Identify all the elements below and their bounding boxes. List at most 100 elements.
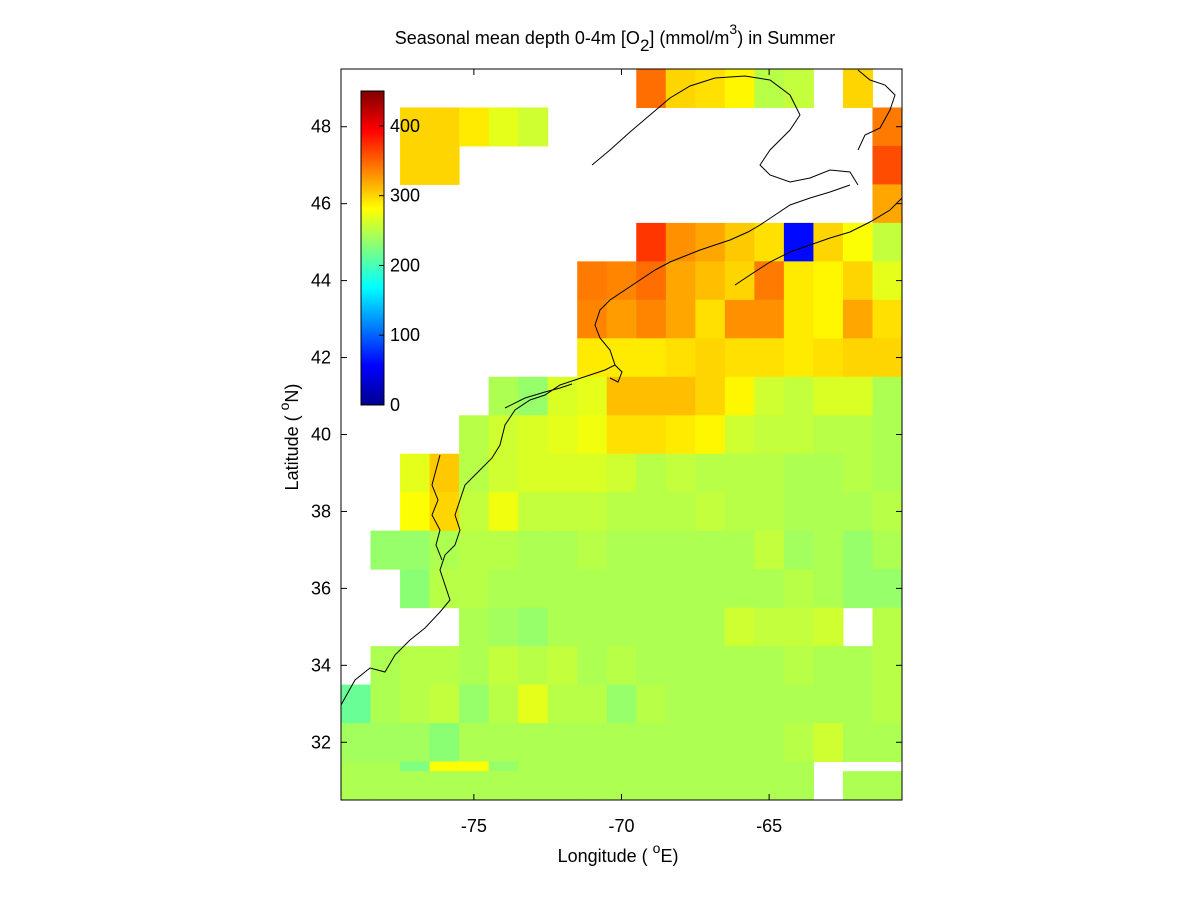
heatmap-cell <box>518 492 549 532</box>
heatmap-cell <box>813 646 844 686</box>
heatmap-cell <box>872 684 903 724</box>
heatmap-cell <box>518 569 549 609</box>
long-island <box>504 383 573 409</box>
heatmap-cell <box>488 607 519 647</box>
heatmap-cell <box>813 338 844 378</box>
heatmap-cell <box>724 569 755 609</box>
heatmap-cell <box>577 569 608 609</box>
heatmap-cell <box>636 261 667 301</box>
heatmap-cell <box>606 530 637 570</box>
heatmap-cell <box>400 646 431 686</box>
heatmap-cell <box>400 453 431 493</box>
heatmap-cell <box>872 607 903 647</box>
y-tick-label: 40 <box>311 425 331 445</box>
heatmap-cell <box>429 453 460 493</box>
heatmap-cell <box>636 684 667 724</box>
heatmap-cell <box>636 222 667 262</box>
heatmap-cell <box>400 107 431 147</box>
heatmap-cell <box>724 453 755 493</box>
heatmap-cell <box>783 453 814 493</box>
heatmap-cell <box>429 646 460 686</box>
heatmap-cell <box>813 607 844 647</box>
heatmap-cell <box>459 453 490 493</box>
heatmap-cell <box>813 723 844 763</box>
colorbar <box>360 90 385 406</box>
heatmap-cell <box>577 415 608 455</box>
heatmap-cell <box>547 453 578 493</box>
heatmap-cell <box>606 415 637 455</box>
heatmap-cell <box>606 299 637 339</box>
heatmap-cell <box>754 222 785 262</box>
heatmap-cell <box>695 299 726 339</box>
heatmap-cell <box>695 530 726 570</box>
heatmap-cell <box>341 684 372 724</box>
heatmap-cell <box>488 492 519 532</box>
heatmap-cell <box>842 69 873 108</box>
heatmap-cell <box>783 299 814 339</box>
heatmap-cell <box>370 646 401 686</box>
heatmap-cell <box>724 530 755 570</box>
heatmap-cell <box>842 338 873 378</box>
heatmap-cell <box>754 646 785 686</box>
heatmap-cell <box>636 569 667 609</box>
heatmap-cell <box>842 646 873 686</box>
heatmap-cell <box>370 684 401 724</box>
heatmap-cell <box>636 646 667 686</box>
heatmap-cells <box>341 69 903 801</box>
heatmap-cell <box>872 530 903 570</box>
heatmap-cell <box>547 415 578 455</box>
heatmap-cell <box>459 415 490 455</box>
heatmap-cell <box>636 299 667 339</box>
heatmap-cell <box>606 607 637 647</box>
heatmap-cell <box>488 771 519 801</box>
colorbar-tick-label: 200 <box>390 255 420 275</box>
x-tick-label: -70 <box>608 816 634 836</box>
heatmap-cell <box>429 492 460 532</box>
heatmap-cell <box>665 376 696 416</box>
heatmap-cell <box>783 646 814 686</box>
heatmap-cell <box>695 684 726 724</box>
heatmap-cell <box>724 607 755 647</box>
heatmap-cell <box>695 376 726 416</box>
heatmap-cell <box>813 376 844 416</box>
heatmap-cell <box>636 453 667 493</box>
heatmap-cell <box>724 415 755 455</box>
heatmap-cell <box>783 69 814 108</box>
heatmap-cell <box>783 723 814 763</box>
heatmap-cell <box>695 492 726 532</box>
heatmap-cell <box>724 771 755 801</box>
newfoundland <box>857 69 896 151</box>
heatmap-cell <box>724 684 755 724</box>
heatmap-cell <box>606 338 637 378</box>
x-tick-label: -75 <box>461 816 487 836</box>
heatmap-cell <box>547 684 578 724</box>
heatmap-cell <box>636 723 667 763</box>
heatmap-cell <box>665 569 696 609</box>
heatmap-cell <box>665 261 696 301</box>
heatmap-cell <box>783 222 814 262</box>
heatmap-cell <box>872 771 903 801</box>
heatmap-cell <box>842 530 873 570</box>
heatmap-cell <box>783 376 814 416</box>
heatmap-cell <box>459 607 490 647</box>
heatmap-cell <box>842 261 873 301</box>
heatmap-cell <box>429 723 460 763</box>
heatmap-cell <box>488 415 519 455</box>
heatmap-cell <box>400 492 431 532</box>
heatmap-cell <box>518 646 549 686</box>
heatmap-cell <box>547 569 578 609</box>
heatmap-cell <box>754 684 785 724</box>
heatmap-cell <box>518 684 549 724</box>
heatmap-cell <box>842 376 873 416</box>
heatmap-cell <box>547 771 578 801</box>
nova-scotia <box>734 197 903 286</box>
x-axis-label: Longitude ( oE) <box>558 840 679 866</box>
heatmap-cell <box>577 376 608 416</box>
heatmap-cell <box>518 723 549 763</box>
heatmap-cell <box>429 771 460 801</box>
heatmap-cell <box>665 69 696 108</box>
heatmap-cell <box>872 145 903 185</box>
heatmap-cell <box>665 453 696 493</box>
heatmap-cell <box>518 107 549 147</box>
